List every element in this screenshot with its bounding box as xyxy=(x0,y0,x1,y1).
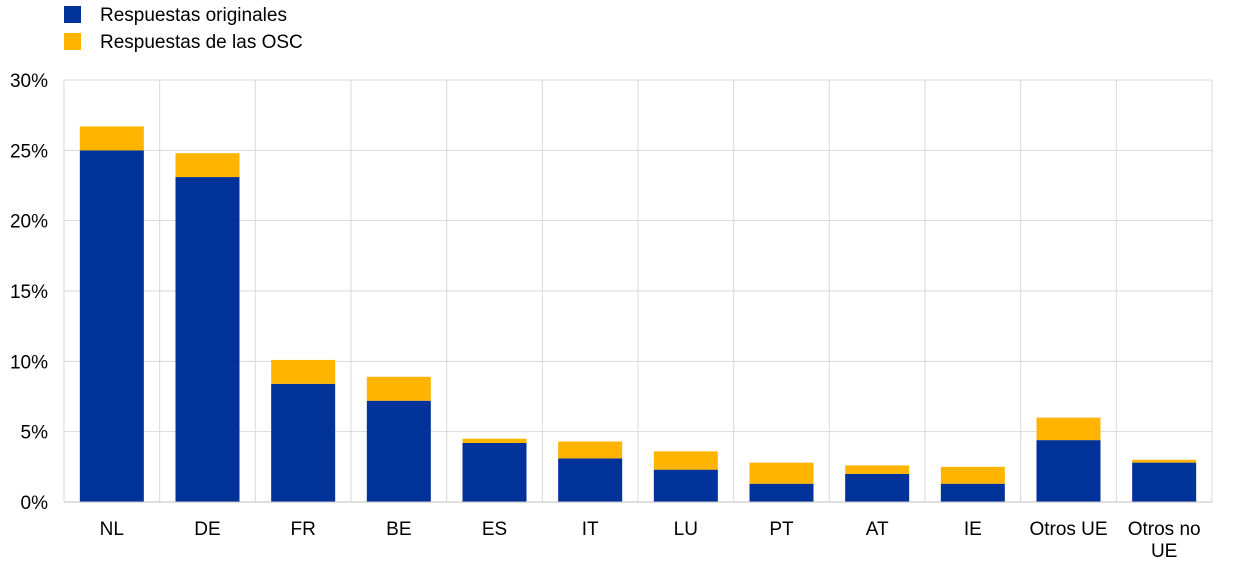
bar-0-4 xyxy=(462,442,527,502)
bar-1-10 xyxy=(1036,417,1101,441)
bar-1-0 xyxy=(79,126,144,151)
bar-0-1 xyxy=(175,177,240,502)
y-tick-label-5: 25% xyxy=(10,141,48,162)
y-tick-label-2: 10% xyxy=(10,352,48,373)
bar-1-5 xyxy=(558,441,623,459)
y-tick-label-3: 15% xyxy=(10,282,48,303)
bar-0-5 xyxy=(558,458,623,502)
bar-0-2 xyxy=(271,383,336,502)
x-tick-label-10: Otros UE xyxy=(1029,519,1107,540)
legend-label-0: Respuestas originales xyxy=(100,5,287,26)
bars xyxy=(79,126,1197,503)
x-tick-label-4: ES xyxy=(482,519,507,540)
bar-1-7 xyxy=(749,462,814,484)
x-tick-label-9: IE xyxy=(964,519,982,540)
bar-1-6 xyxy=(653,451,718,470)
x-tick-label-11: Otros no UE xyxy=(1128,519,1201,562)
bar-0-10 xyxy=(1036,440,1101,502)
x-tick-label-6: LU xyxy=(674,519,698,540)
y-axis-tick-labels: 0% 5% 10% 15% 20% 25% 30% xyxy=(10,71,48,514)
legend-swatch-0 xyxy=(64,6,81,23)
grid xyxy=(63,79,1213,502)
x-tick-label-0: NL xyxy=(100,519,124,540)
bar-0-8 xyxy=(845,473,910,502)
x-tick-label-8: AT xyxy=(866,519,889,540)
y-tick-label-0: 0% xyxy=(21,493,49,514)
legend-label-1: Respuestas de las OSC xyxy=(100,32,303,53)
bar-1-4 xyxy=(462,438,527,443)
legend: Respuestas originales Respuestas de las O… xyxy=(64,5,303,53)
bar-0-11 xyxy=(1132,462,1197,502)
y-tick-label-4: 20% xyxy=(10,212,48,233)
x-tick-label-2: FR xyxy=(291,519,316,540)
bar-1-2 xyxy=(271,359,336,384)
bar-1-1 xyxy=(175,153,240,178)
x-tick-label-3: BE xyxy=(386,519,411,540)
bar-1-11 xyxy=(1132,459,1197,463)
bar-1-3 xyxy=(366,376,431,401)
y-tick-label-6: 30% xyxy=(10,71,48,92)
bar-0-6 xyxy=(653,469,718,502)
x-tick-label-5: IT xyxy=(582,519,599,540)
bar-0-9 xyxy=(940,483,1005,502)
x-tick-label-1: DE xyxy=(194,519,220,540)
bar-1-8 xyxy=(845,465,910,474)
legend-swatch-1 xyxy=(64,33,81,50)
bar-0-3 xyxy=(366,400,431,502)
x-tick-label-7: PT xyxy=(769,519,794,540)
bar-0-0 xyxy=(79,150,144,503)
bar-0-7 xyxy=(749,483,814,502)
x-axis-tick-labels: NL DE FR BE ES IT LU PT AT IE Otros UE Otros no UE xyxy=(100,519,1201,562)
y-tick-label-1: 5% xyxy=(21,423,49,444)
bar-1-9 xyxy=(940,466,1005,484)
